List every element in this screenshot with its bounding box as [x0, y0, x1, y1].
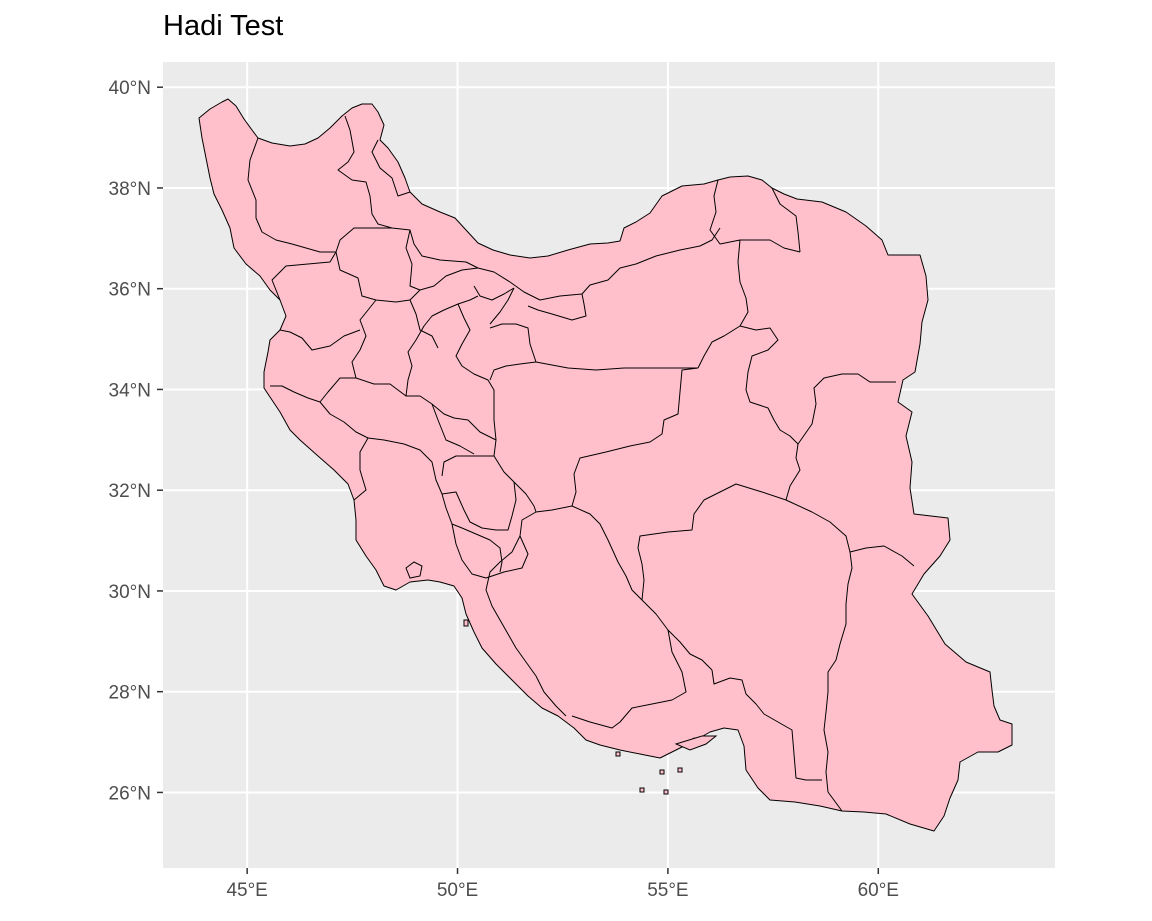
x-tick-label: 45°E [226, 880, 267, 901]
iran-map [198, 98, 1013, 832]
y-tick-label: 38°N [109, 179, 151, 200]
gulf-islands [405, 561, 718, 795]
plot-title: Hadi Test [163, 10, 284, 42]
province-borders [247, 115, 915, 812]
y-tick-label: 40°N [109, 78, 151, 99]
axis-tick-labels: 45°E 50°E 55°E 60°E 40°N 38°N 36°N 34°N 32°N 30°N… [109, 78, 899, 901]
axis-ticks [157, 86, 880, 874]
x-tick-label: 55°E [647, 880, 688, 901]
y-tick-label: 30°N [109, 582, 151, 603]
y-tick-label: 26°N [109, 783, 151, 804]
x-tick-label: 60°E [858, 880, 899, 901]
iran-country-shape [198, 98, 1013, 832]
y-tick-label: 36°N [109, 280, 151, 301]
y-tick-label: 32°N [109, 481, 151, 502]
y-tick-label: 34°N [109, 380, 151, 401]
x-tick-label: 50°E [437, 880, 478, 901]
y-tick-label: 28°N [109, 683, 151, 704]
